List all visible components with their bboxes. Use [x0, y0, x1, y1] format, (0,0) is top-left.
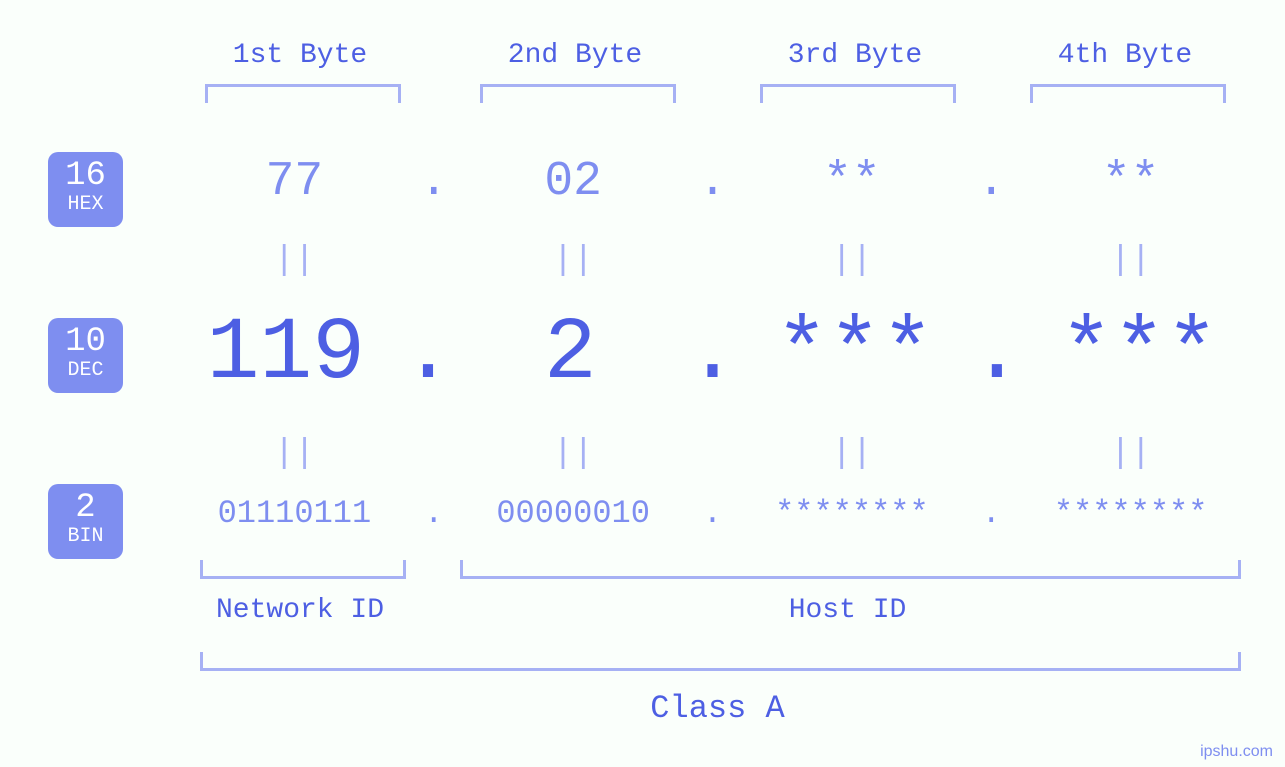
network-id-label: Network ID: [200, 595, 400, 626]
byte-header-4: 4th Byte: [1030, 40, 1220, 71]
equals-glyph: ||: [170, 242, 419, 280]
hex-byte-4: **: [1006, 155, 1255, 209]
bin-byte-2: 00000010: [449, 495, 698, 532]
hex-byte-1: 77: [170, 155, 419, 209]
watermark: ipshu.com: [1200, 743, 1273, 761]
base-label-dec: DEC: [48, 360, 123, 382]
hex-byte-2: 02: [449, 155, 698, 209]
base-num-hex: 16: [48, 158, 123, 194]
dot: .: [976, 495, 1006, 532]
equals-glyph: ||: [1006, 435, 1255, 473]
base-label-hex: HEX: [48, 194, 123, 216]
dot: .: [686, 305, 739, 404]
base-label-bin: BIN: [48, 526, 123, 548]
byte-header-1: 1st Byte: [205, 40, 395, 71]
host-id-label: Host ID: [460, 595, 1235, 626]
byte-bracket-2: [480, 84, 676, 103]
bin-byte-3: ********: [728, 495, 977, 532]
bin-byte-1: 01110111: [170, 495, 419, 532]
dot: .: [698, 155, 728, 209]
hex-byte-3: **: [728, 155, 977, 209]
dec-row: 119 . 2 . *** . ***: [170, 305, 1255, 404]
dot: .: [976, 155, 1006, 209]
byte-bracket-4: [1030, 84, 1226, 103]
bin-row: 01110111 . 00000010 . ******** . *******…: [170, 495, 1255, 532]
dec-byte-3: ***: [739, 305, 971, 404]
class-bracket: [200, 652, 1241, 671]
equals-row-2: || || || ||: [170, 435, 1255, 473]
equals-row-1: || || || ||: [170, 242, 1255, 280]
equals-glyph: ||: [728, 242, 977, 280]
base-num-dec: 10: [48, 324, 123, 360]
equals-glyph: ||: [449, 435, 698, 473]
equals-glyph: ||: [449, 242, 698, 280]
dot: .: [419, 155, 449, 209]
dot: .: [402, 305, 455, 404]
byte-bracket-1: [205, 84, 401, 103]
network-id-bracket: [200, 560, 406, 579]
class-label: Class A: [200, 690, 1235, 727]
equals-glyph: ||: [728, 435, 977, 473]
host-id-bracket: [460, 560, 1241, 579]
dec-byte-4: ***: [1023, 305, 1255, 404]
byte-bracket-3: [760, 84, 956, 103]
dec-byte-1: 119: [170, 305, 402, 404]
dot: .: [419, 495, 449, 532]
base-badge-hex: 16 HEX: [48, 152, 123, 227]
bin-byte-4: ********: [1006, 495, 1255, 532]
hex-row: 77 . 02 . ** . **: [170, 155, 1255, 209]
dec-byte-2: 2: [454, 305, 686, 404]
dot: .: [971, 305, 1024, 404]
equals-glyph: ||: [1006, 242, 1255, 280]
base-num-bin: 2: [48, 490, 123, 526]
base-badge-bin: 2 BIN: [48, 484, 123, 559]
byte-header-2: 2nd Byte: [480, 40, 670, 71]
dot: .: [698, 495, 728, 532]
base-badge-dec: 10 DEC: [48, 318, 123, 393]
equals-glyph: ||: [170, 435, 419, 473]
byte-header-3: 3rd Byte: [760, 40, 950, 71]
